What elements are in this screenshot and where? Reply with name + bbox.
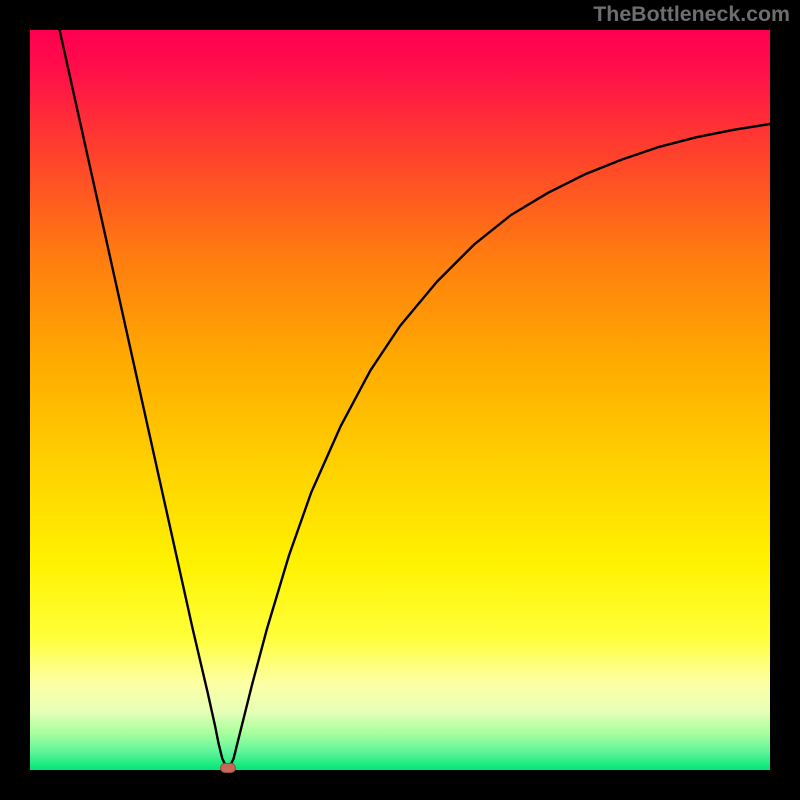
- gradient-background: [30, 30, 770, 770]
- plot-area: [30, 30, 770, 770]
- chart-container: TheBottleneck.com: [0, 0, 800, 800]
- attribution-text: TheBottleneck.com: [593, 2, 790, 27]
- optimal-point-marker: [220, 763, 236, 773]
